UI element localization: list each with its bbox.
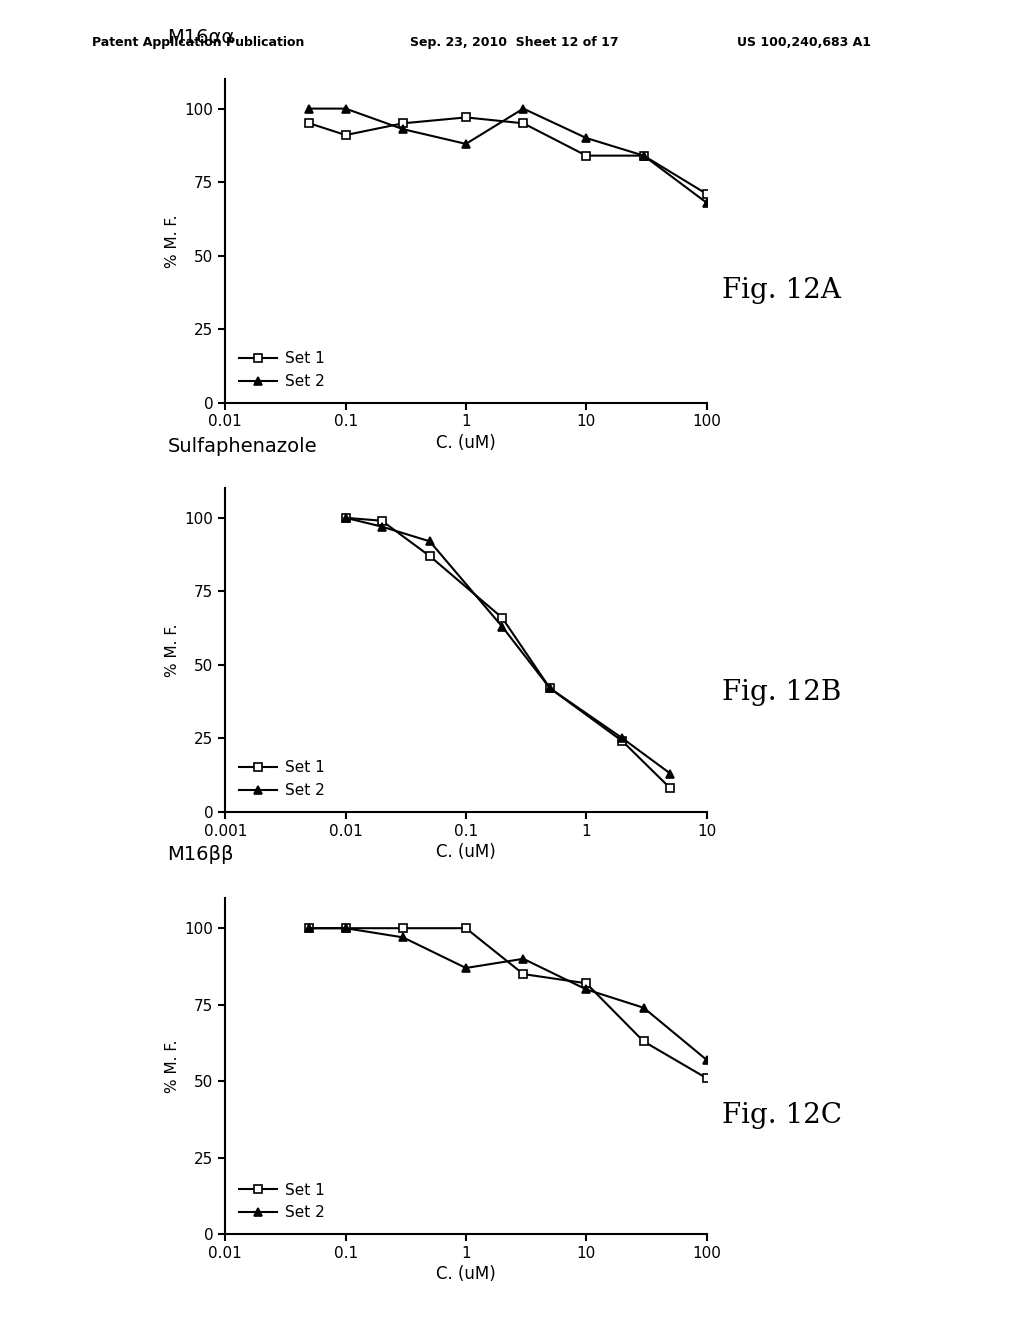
Set 1	[424, 548, 436, 564]
Set 1	[665, 780, 677, 796]
Set 2	[638, 148, 650, 164]
Y-axis label: % M. F.: % M. F.	[166, 623, 180, 677]
Set 2	[517, 100, 529, 116]
Set 1	[460, 920, 472, 936]
Set 1	[496, 610, 508, 626]
Set 2	[616, 730, 629, 746]
Set 1	[580, 148, 592, 164]
Line: Set 2: Set 2	[305, 924, 711, 1064]
Set 1	[397, 115, 410, 131]
Set 2	[339, 100, 352, 116]
Text: M16ββ: M16ββ	[168, 845, 234, 863]
Line: Set 1: Set 1	[305, 924, 711, 1082]
Set 2	[638, 999, 650, 1015]
Set 2	[580, 131, 592, 147]
Set 1	[340, 510, 352, 525]
Set 1	[339, 920, 352, 936]
Set 1	[700, 1071, 713, 1086]
Set 2	[303, 100, 315, 116]
Text: US 100,240,683 A1: US 100,240,683 A1	[737, 36, 871, 49]
Set 2	[517, 950, 529, 966]
Set 1	[303, 115, 315, 131]
Text: Fig. 12A: Fig. 12A	[722, 277, 841, 304]
Set 1	[517, 966, 529, 982]
Text: M16αα: M16αα	[168, 28, 234, 48]
Set 2	[496, 619, 508, 635]
Legend: Set 1, Set 2: Set 1, Set 2	[232, 754, 331, 804]
Set 1	[544, 680, 556, 696]
X-axis label: C. (uM): C. (uM)	[436, 1265, 496, 1283]
Set 1	[700, 186, 713, 202]
Set 1	[580, 975, 592, 991]
Set 1	[460, 110, 472, 125]
Set 2	[665, 766, 677, 781]
Set 1	[376, 512, 388, 528]
Set 2	[397, 121, 410, 137]
Y-axis label: % M. F.: % M. F.	[166, 1039, 180, 1093]
Set 1	[397, 920, 410, 936]
Line: Set 2: Set 2	[305, 104, 711, 207]
Set 2	[376, 519, 388, 535]
Set 2	[424, 533, 436, 549]
Line: Set 1: Set 1	[305, 114, 711, 198]
Set 2	[580, 982, 592, 998]
Set 1	[303, 920, 315, 936]
Set 1	[616, 734, 629, 750]
Set 2	[339, 920, 352, 936]
Set 2	[397, 929, 410, 945]
Set 1	[517, 115, 529, 131]
Text: Fig. 12B: Fig. 12B	[722, 680, 842, 706]
Legend: Set 1, Set 2: Set 1, Set 2	[232, 345, 331, 395]
Y-axis label: % M. F.: % M. F.	[166, 214, 180, 268]
Set 2	[700, 195, 713, 211]
Set 1	[638, 148, 650, 164]
X-axis label: C. (uM): C. (uM)	[436, 842, 496, 861]
Text: Fig. 12C: Fig. 12C	[722, 1102, 842, 1129]
Line: Set 1: Set 1	[341, 513, 675, 792]
Set 2	[700, 1052, 713, 1068]
Text: Sep. 23, 2010  Sheet 12 of 17: Sep. 23, 2010 Sheet 12 of 17	[410, 36, 618, 49]
Set 2	[544, 680, 556, 696]
X-axis label: C. (uM): C. (uM)	[436, 433, 496, 451]
Set 2	[460, 960, 472, 975]
Set 2	[340, 510, 352, 525]
Text: Sulfaphenazole: Sulfaphenazole	[168, 437, 317, 455]
Line: Set 2: Set 2	[341, 513, 675, 777]
Text: Patent Application Publication: Patent Application Publication	[92, 36, 304, 49]
Set 1	[339, 127, 352, 143]
Legend: Set 1, Set 2: Set 1, Set 2	[232, 1176, 331, 1226]
Set 1	[638, 1034, 650, 1049]
Set 2	[460, 136, 472, 152]
Set 2	[303, 920, 315, 936]
